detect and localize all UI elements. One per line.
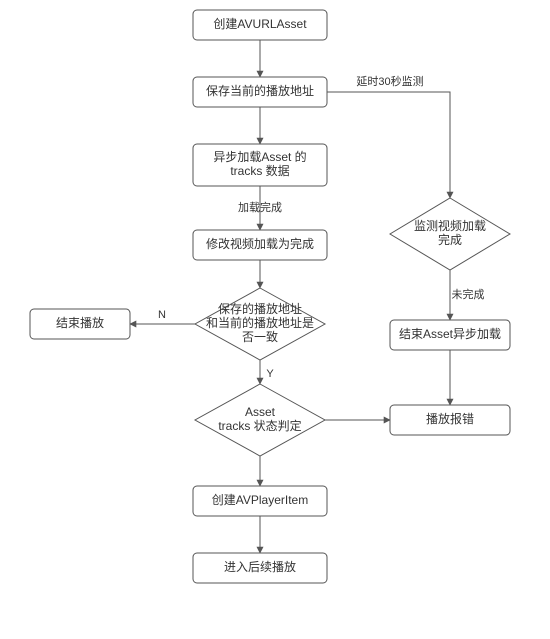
node-n8: 进入后续播放 — [193, 553, 327, 583]
node-n6: Assettracks 状态判定 — [195, 384, 325, 456]
node-text-line: 保存当前的播放地址 — [206, 83, 314, 98]
node-text-line: 和当前的播放地址是 — [206, 315, 314, 330]
node-text-line: Asset — [245, 405, 276, 419]
node-n10: 监测视频加载完成 — [390, 198, 510, 270]
node-n5: 保存的播放地址和当前的播放地址是否一致 — [195, 288, 325, 360]
edge-label-2: 加载完成 — [238, 200, 282, 214]
node-text-line: 监测视频加载 — [414, 218, 486, 233]
node-n2: 保存当前的播放地址 — [193, 77, 327, 107]
node-n1: 创建AVURLAsset — [193, 10, 327, 40]
flowchart-canvas: 加载完成YN延时30秒监测未完成创建AVURLAsset保存当前的播放地址异步加… — [0, 0, 550, 639]
node-text-line: 播放报错 — [426, 411, 474, 426]
edge-8 — [327, 92, 450, 198]
edge-label-8: 延时30秒监测 — [356, 74, 423, 88]
node-n4: 修改视频加载为完成 — [193, 230, 327, 260]
node-text-line: 否一致 — [242, 330, 278, 344]
node-n11: 结束Asset异步加载 — [390, 320, 510, 350]
node-text-line: 创建AVPlayerItem — [212, 493, 308, 507]
node-text-line: 修改视频加载为完成 — [206, 236, 314, 251]
node-text-line: 创建AVURLAsset — [213, 17, 307, 31]
node-n12: 播放报错 — [390, 405, 510, 435]
node-text-line: 进入后续播放 — [224, 559, 296, 574]
node-text-line: tracks 状态判定 — [218, 418, 301, 433]
node-text-line: 异步加载Asset 的 — [213, 149, 306, 164]
edge-label-4: Y — [266, 368, 274, 380]
edge-label-9: 未完成 — [452, 287, 485, 301]
node-n9: 结束播放 — [30, 309, 130, 339]
node-n3: 异步加载Asset 的tracks 数据 — [193, 144, 327, 186]
node-text-line: tracks 数据 — [230, 163, 289, 178]
node-text-line: 结束播放 — [56, 315, 104, 330]
node-n7: 创建AVPlayerItem — [193, 486, 327, 516]
node-text-line: 结束Asset异步加载 — [399, 327, 501, 341]
edge-label-7: N — [158, 309, 166, 321]
node-text-line: 完成 — [438, 232, 462, 247]
node-text-line: 保存的播放地址 — [218, 301, 302, 316]
